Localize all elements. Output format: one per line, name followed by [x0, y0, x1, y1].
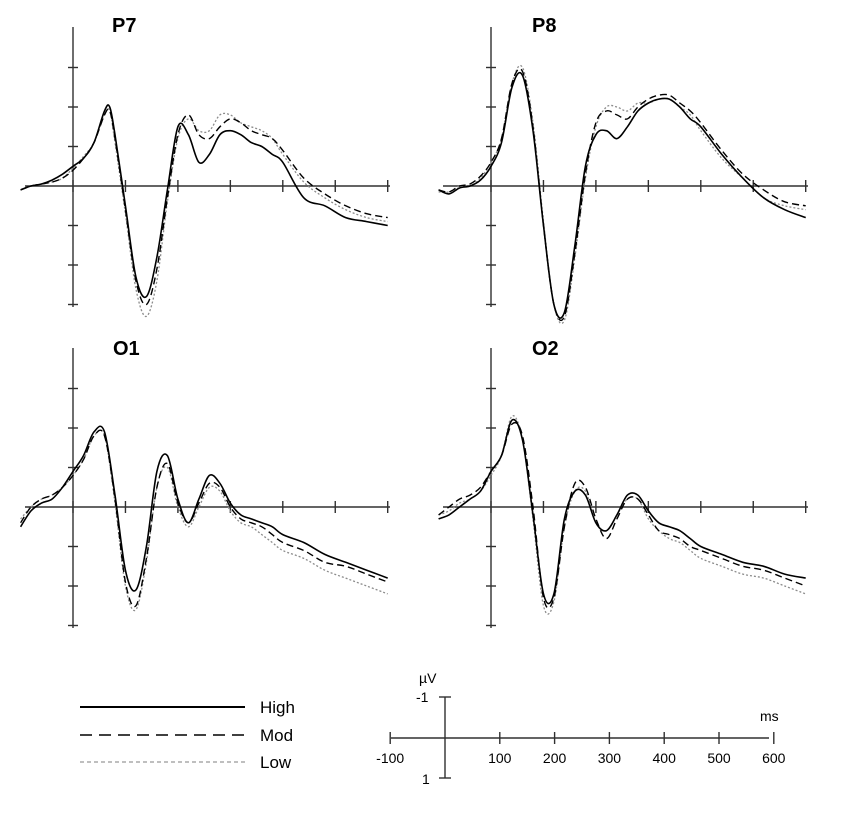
legend-label-high: High [260, 698, 295, 717]
series-low-line [20, 108, 388, 318]
scale-y-tick-label: 1 [422, 771, 430, 787]
legend-label-mod: Mod [260, 726, 293, 745]
scale-bar: µV -1 1 ms -100 100 200 300 400 500 600 [376, 670, 786, 787]
panel-p7: P7 [20, 15, 390, 318]
series-mod-line [438, 421, 806, 609]
panel-o1: O1 [19, 338, 390, 628]
legend: High Mod Low [80, 698, 295, 772]
scale-x-tick-label: 600 [762, 750, 786, 766]
scale-x-tick-label: 400 [653, 750, 677, 766]
series-high-line [438, 418, 806, 605]
panel-p8: P8 [438, 15, 808, 325]
scale-x-tick-label: 500 [707, 750, 731, 766]
series-low-line [20, 429, 388, 612]
panel-title: O2 [532, 338, 559, 360]
series-mod-line [20, 108, 388, 306]
series-mod-line [20, 429, 388, 608]
scale-y-tick-label: -1 [416, 689, 429, 705]
panel-title: P7 [112, 15, 136, 37]
panel-o2: O2 [438, 338, 808, 628]
panel-title: P8 [532, 15, 556, 37]
scale-x-unit-label: ms [760, 708, 779, 724]
panels-layer: P7 P8 O1 O2 [19, 15, 808, 628]
series-high-line [19, 425, 388, 592]
scale-x-tick-label: 200 [543, 750, 567, 766]
series-high-line [20, 104, 388, 299]
scale-y-unit-label: µV [419, 670, 437, 686]
series-low-line [438, 415, 806, 615]
series-high-line [438, 71, 806, 319]
scale-x-tick-label: 300 [598, 750, 622, 766]
scale-x-tick-label: -100 [376, 750, 404, 766]
series-low-line [438, 64, 806, 325]
legend-label-low: Low [260, 753, 292, 772]
scale-x-tick-label: 100 [488, 750, 512, 766]
panel-title: O1 [113, 338, 140, 360]
